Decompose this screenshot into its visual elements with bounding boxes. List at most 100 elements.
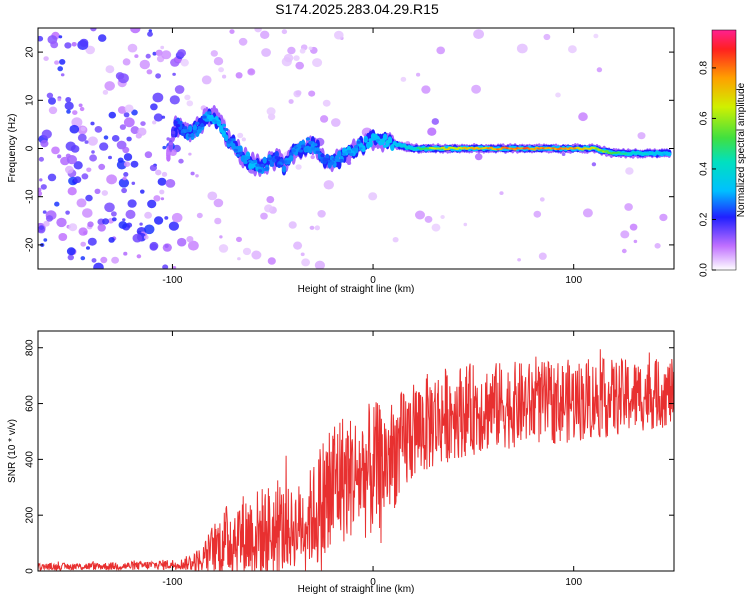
spectrogram-noise-blob — [85, 194, 93, 202]
spectrogram-heatmap — [38, 28, 672, 269]
spectrogram-noise-blob — [222, 74, 227, 79]
spectrogram-ridge-cell — [361, 148, 366, 152]
spectrogram-noise-blob — [78, 227, 88, 236]
spectrogram-ridge-cell — [659, 151, 665, 154]
spectrogram-noise-blob — [164, 216, 169, 220]
spectrogram-ridge-cell — [291, 149, 296, 153]
spectrogram-ridge-cell — [202, 115, 207, 119]
spectrogram-noise-blob — [145, 53, 151, 59]
spectrogram-ridge-cell — [488, 146, 494, 149]
spectrogram-noise-blob — [281, 29, 288, 35]
spectrogram-noise-blob — [82, 208, 93, 218]
spectrogram-noise-blob — [283, 53, 294, 63]
spectrogram-noise-blob — [288, 221, 297, 229]
spectrogram-noise-blob — [127, 199, 137, 208]
spectrogram-noise-blob — [144, 151, 153, 159]
snr-xlabel: Height of straight line (km) — [298, 584, 415, 595]
spectrogram-noise-blob — [41, 129, 52, 139]
spectrogram-ridge-cell — [175, 124, 181, 128]
spectrogram-noise-blob — [186, 236, 194, 243]
spectrogram-noise-blob — [72, 110, 78, 115]
spectrogram-noise-blob — [207, 191, 218, 201]
spectrogram-noise-blob — [301, 258, 310, 267]
spectrogram-noise-blob — [65, 153, 71, 158]
snr-ticks: -100 0 100 0 200 400 600 800 — [25, 331, 674, 588]
spectrogram-noise-blob — [260, 212, 268, 220]
spectrogram-noise-blob — [125, 209, 136, 219]
spectrogram-noise-blob — [140, 189, 145, 194]
x-tick-label: -100 — [162, 275, 182, 286]
spectrogram-noise-blob — [108, 237, 115, 243]
spectrogram-noise-blob — [400, 76, 407, 82]
spectrogram-ridge-cell — [257, 169, 263, 173]
spectrogram-ridge-cell — [370, 137, 376, 141]
spectrogram-noise-blob — [57, 66, 63, 72]
spectrogram-noise-blob — [40, 139, 49, 148]
spectrogram-noise-blob — [79, 38, 89, 47]
spectrogram-noise-blob — [293, 241, 303, 250]
colorbar: 0.0 0.2 0.4 0.6 0.8 Normalized spectral ampl… — [699, 29, 747, 277]
spectrogram-noise-blob — [111, 211, 117, 217]
spectrogram-noise-blob — [593, 33, 599, 39]
spectrogram-ridge-cell — [289, 154, 294, 162]
spectrogram-noise-blob — [54, 201, 60, 207]
spectrogram-noise-blob — [312, 58, 323, 68]
spectrogram-noise-blob — [38, 35, 44, 42]
spectrogram-noise-blob — [104, 202, 115, 213]
spectrogram-ridge-cell — [252, 159, 258, 163]
spectrogram-noise-blob — [116, 140, 127, 150]
spectrogram-noise-blob — [76, 198, 87, 208]
spectrogram-ridge-cell — [260, 163, 265, 167]
spectrogram-noise-blob — [126, 136, 132, 142]
spectrogram-noise-blob — [93, 262, 104, 269]
x-tick-label: 100 — [565, 275, 582, 286]
spectrogram-noise-blob — [86, 246, 90, 250]
spectrogram-noise-blob — [117, 157, 124, 163]
spectrogram-noise-blob — [123, 172, 129, 177]
colorbar-ticks: 0.0 0.2 0.4 0.6 0.8 — [699, 61, 716, 277]
spectrogram-noise-blob — [201, 75, 212, 85]
spectrogram-noise-blob — [295, 164, 302, 170]
spectrogram-noise-blob — [177, 237, 187, 247]
colorbar-label: Normalized spectral amplitude — [736, 82, 747, 217]
spectrogram-ridge-cell — [166, 154, 171, 162]
spectrogram-ridge-cell — [310, 147, 316, 151]
spectrogram-noise-blob — [144, 224, 155, 235]
spectrogram-noise-blob — [40, 184, 47, 190]
spectrogram-noise-blob — [147, 31, 153, 37]
spectrogram-noise-blob — [122, 218, 126, 222]
spectrogram-noise-blob — [533, 210, 542, 218]
spectrogram-noise-blob — [162, 145, 167, 150]
spectrogram-ridge-cell — [180, 132, 186, 136]
spectrogram-noise-blob — [43, 220, 50, 227]
spectrogram-noise-blob — [65, 165, 74, 174]
spectrogram-noise-blob — [654, 243, 661, 249]
spectrogram-noise-blob — [143, 235, 149, 240]
spectrogram-noise-blob — [162, 264, 169, 269]
y-tick-label: 600 — [25, 395, 36, 412]
spectrogram-noise-blob — [85, 45, 95, 55]
spectrogram-noise-blob — [58, 233, 68, 241]
spectrogram-noise-blob — [237, 132, 244, 139]
spectrogram-noise-blob — [58, 35, 63, 39]
spectrogram-noise-blob — [625, 167, 634, 175]
spectrogram-noise-blob — [261, 48, 271, 57]
spectrogram-noise-blob — [134, 54, 139, 58]
spectrogram-noise-blob — [499, 191, 504, 196]
snr-ylabel: SNR (10 * v/v) — [7, 419, 18, 483]
spectrogram-ridge-cell — [354, 145, 359, 149]
spectrogram-ridge-cell — [281, 165, 287, 173]
spectrogram-noise-blob — [238, 37, 248, 46]
y-tick-label: -10 — [25, 189, 36, 204]
spectrogram-noise-blob — [320, 115, 329, 123]
spectrogram-noise-blob — [213, 57, 224, 66]
spectrogram-noise-blob — [161, 50, 172, 60]
spectrogram-noise-blob — [178, 158, 184, 164]
spectrogram-ridge-cell — [380, 139, 385, 143]
spectrogram-ridge-cell — [346, 149, 352, 153]
spectrogram-noise-blob — [186, 100, 194, 107]
spectrogram-noise-blob — [64, 101, 74, 111]
spectrogram-ridge-cell — [390, 145, 395, 149]
spectrogram-noise-blob — [237, 257, 241, 261]
